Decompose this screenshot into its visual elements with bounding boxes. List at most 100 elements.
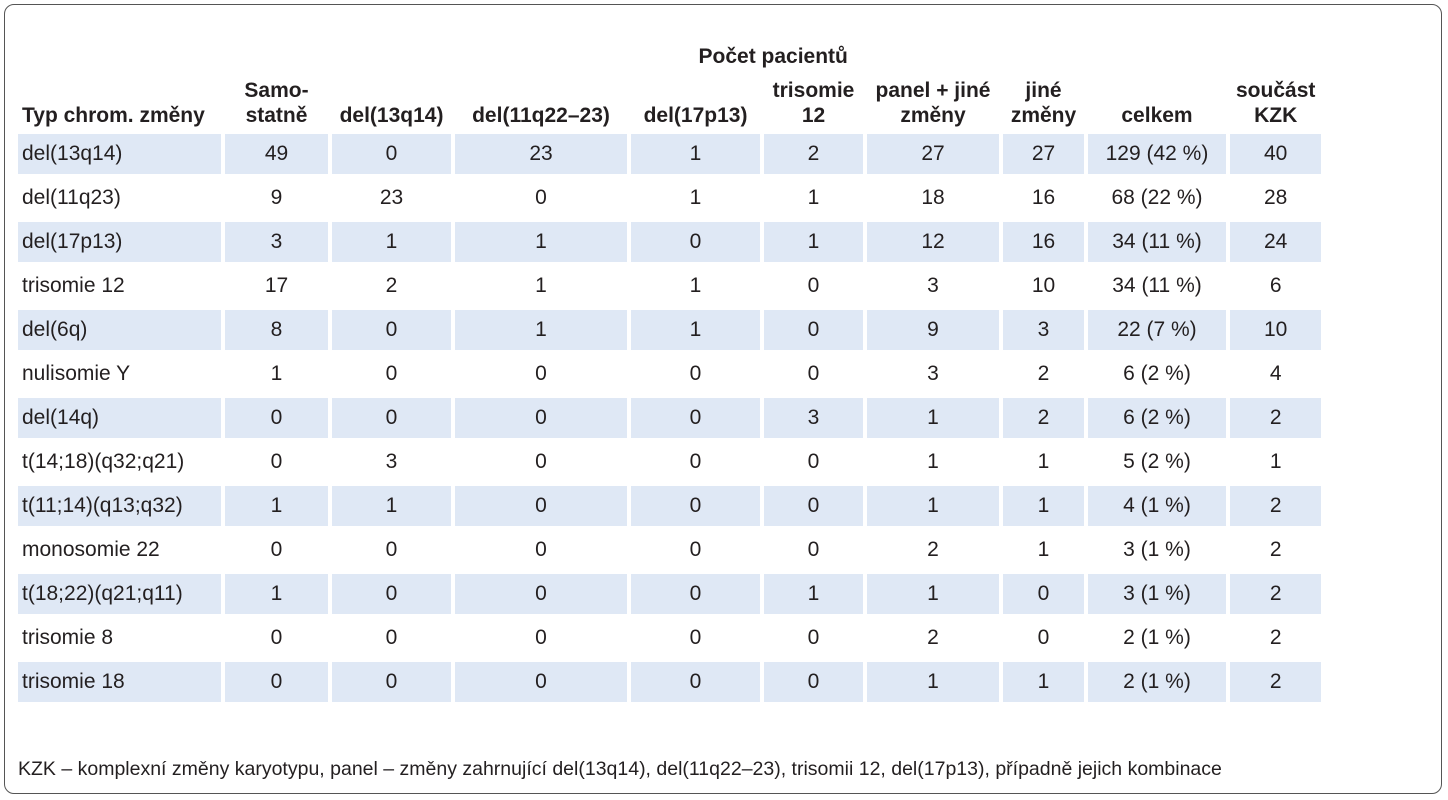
cell: 1 (867, 486, 999, 526)
cell: 3 (225, 222, 328, 262)
table-row: t(11;14)(q13;q32) 1 1 0 0 0 1 1 4 (1 %) 2 (18, 486, 1322, 526)
cell: 0 (807, 626, 820, 649)
cell: 49 (225, 134, 328, 174)
cell: 3 (1 %) (1123, 538, 1191, 561)
row-label: del(14q) (18, 398, 221, 438)
cell: 0 (631, 486, 760, 526)
cell: 0 (385, 626, 398, 649)
column-header: součást KZK (1236, 79, 1316, 127)
cell: 0 (225, 398, 328, 438)
cell: 1 (631, 310, 760, 350)
cell: 2 (927, 626, 939, 649)
row-label: t(18;22)(q21;q11) (18, 574, 221, 614)
cell: 9 (270, 186, 283, 209)
cell: 23 (379, 186, 404, 209)
cell: 6 (2 %) (1123, 362, 1191, 385)
cell: 129 (42 %) (1088, 134, 1226, 174)
row-label: trisomie 8 (22, 626, 114, 649)
cell: 0 (631, 662, 760, 702)
cell: 0 (1003, 574, 1084, 614)
cell: 34 (11 %) (1088, 222, 1226, 262)
cell: 2 (1 %) (1123, 626, 1191, 649)
table-row: del(14q) 0 0 0 0 3 1 2 6 (2 %) 2 (18, 398, 1322, 438)
row-label: nulisomie Y (22, 362, 131, 385)
header-row: Typ chrom. změny Samo-statně del(13q14) del… (18, 78, 1321, 130)
cell: 0 (332, 574, 451, 614)
cell: 0 (631, 222, 760, 262)
cell: 1 (689, 274, 702, 297)
cell: 16 (1003, 222, 1084, 262)
cell: 1 (1003, 486, 1084, 526)
cell: 3 (1 %) (1088, 574, 1226, 614)
cell: 0 (807, 450, 820, 473)
cell: 1 (332, 486, 451, 526)
row-label: trisomie 18 (18, 662, 221, 702)
cell: 1 (764, 574, 863, 614)
column-header: Typ chrom. změny (22, 104, 205, 127)
cell: 3 (927, 362, 939, 385)
group-header: Počet pacientů (698, 44, 848, 68)
cell: 10 (1031, 274, 1056, 297)
cell: 0 (225, 662, 328, 702)
cell: 0 (764, 662, 863, 702)
cell: 0 (385, 362, 398, 385)
table-row: t(18;22)(q21;q11) 1 0 0 0 1 1 0 3 (1 %) 2 (18, 574, 1322, 614)
table-row: del(6q) 8 0 1 1 0 9 3 22 (7 %) 10 (18, 310, 1322, 350)
cell: 1 (689, 186, 702, 209)
cell: 8 (225, 310, 328, 350)
cell: 0 (332, 134, 451, 174)
table-row: t(14;18)(q32;q21) 0 3 0 0 0 1 1 5 (2 %) 1 (18, 442, 1321, 482)
column-header: del(13q14) (339, 104, 444, 127)
cell: 1 (867, 574, 999, 614)
cell: 1 (807, 186, 820, 209)
cell: 0 (385, 538, 398, 561)
cell: 0 (270, 626, 283, 649)
cell: 0 (764, 310, 863, 350)
cell: 1 (1269, 450, 1282, 473)
column-header: jiné změny (1010, 79, 1077, 127)
table-row: del(11q23) 9 23 0 1 1 18 16 68 (22 %) 28 (18, 178, 1321, 218)
cell: 3 (1003, 310, 1084, 350)
cell: 1 (1003, 662, 1084, 702)
cell: 28 (1264, 186, 1288, 209)
cell: 0 (689, 626, 702, 649)
cell: 24 (1230, 222, 1322, 262)
cell: 0 (270, 538, 283, 561)
cell: 2 (1 %) (1088, 662, 1226, 702)
row-label: del(17p13) (18, 222, 221, 262)
cell: 5 (2 %) (1123, 450, 1191, 473)
cell: 0 (270, 450, 283, 473)
cell: 1 (631, 134, 760, 174)
cell: 0 (807, 362, 820, 385)
column-header: trisomie 12 (772, 79, 855, 127)
cell: 0 (689, 450, 702, 473)
table-row: nulisomie Y 1 0 0 0 0 3 2 6 (2 %) 4 (18, 354, 1321, 394)
cell: 2 (1269, 626, 1282, 649)
cell: 0 (535, 186, 547, 209)
cell: 0 (807, 538, 820, 561)
cell: 3 (927, 274, 939, 297)
table-row: trisomie 8 0 0 0 0 0 2 0 2 (1 %) 2 (18, 618, 1321, 658)
cell: 6 (1269, 274, 1282, 297)
cell: 18 (921, 186, 945, 209)
cell: 6 (2 %) (1088, 398, 1226, 438)
cell: 1 (867, 398, 999, 438)
cell: 3 (385, 450, 398, 473)
cell: 0 (807, 274, 820, 297)
cell: 0 (689, 538, 702, 561)
cell: 16 (1031, 186, 1056, 209)
column-header: del(17p13) (643, 104, 748, 127)
header-spacer (18, 40, 221, 74)
cell: 1 (225, 574, 328, 614)
cell: 1 (1037, 538, 1050, 561)
cell: 0 (535, 626, 547, 649)
cell: 0 (1037, 626, 1050, 649)
cell: 2 (1230, 662, 1322, 702)
cell: 34 (11 %) (1112, 274, 1202, 297)
row-label: t(11;14)(q13;q32) (18, 486, 221, 526)
cell: 2 (1037, 362, 1050, 385)
cell: 0 (535, 450, 547, 473)
table-row: del(17p13) 3 1 1 0 1 12 16 34 (11 %) 24 (18, 222, 1322, 262)
table-row: trisomie 18 0 0 0 0 0 1 1 2 (1 %) 2 (18, 662, 1322, 702)
